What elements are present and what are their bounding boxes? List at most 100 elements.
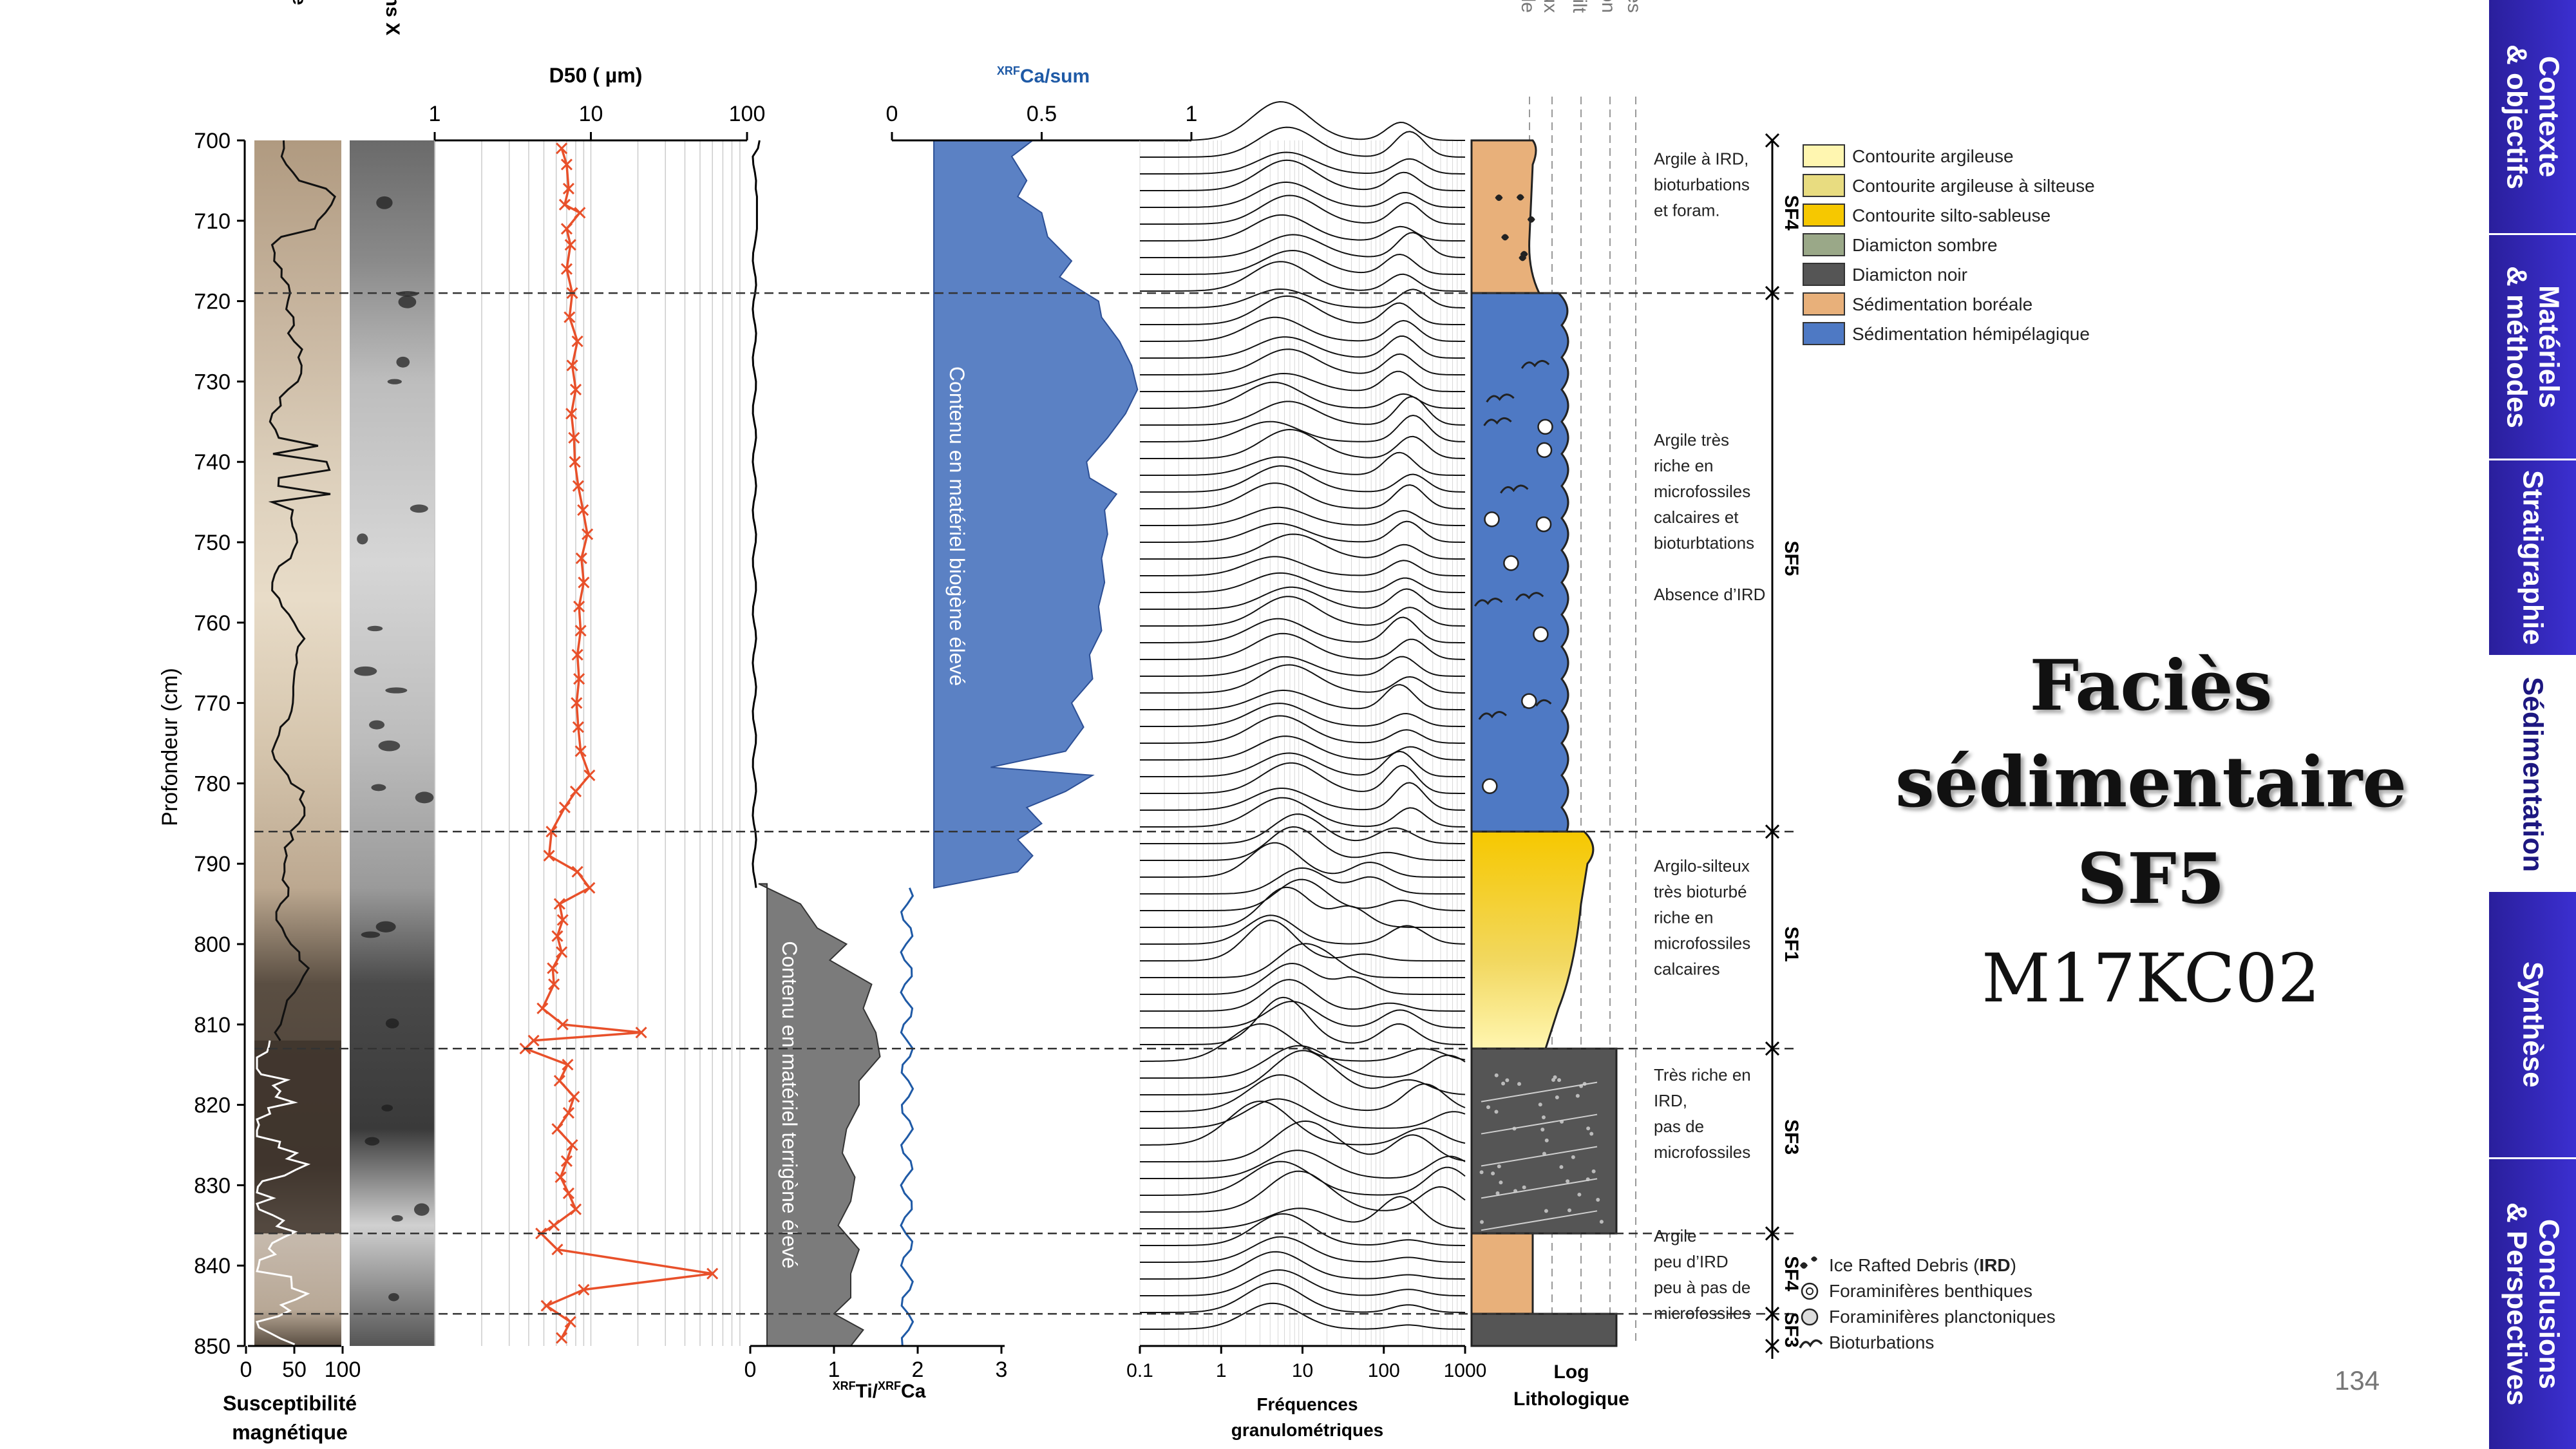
depth-tick-label: 740 xyxy=(194,450,231,475)
ti-ca-title: XRFTi/XRFCa xyxy=(833,1379,926,1402)
nav-tab-materiels[interactable]: Matériels & méthodes xyxy=(2489,235,2576,460)
xray-clast xyxy=(391,1215,403,1222)
legend-label: Diamicton sombre xyxy=(1852,235,1998,255)
log-sf4-lower xyxy=(1470,1232,1534,1315)
grain-class-label: Argilo-silteux xyxy=(1540,0,1561,13)
foram-benthic-symbol xyxy=(1536,442,1553,459)
d50-point xyxy=(578,1283,590,1296)
ca-sum-label: Ca/sum xyxy=(1020,66,1090,87)
ird-dot xyxy=(1540,1127,1545,1132)
facies-description-line: riche en xyxy=(1654,456,1714,475)
gs-curve xyxy=(1140,656,1465,677)
d50-point xyxy=(583,769,596,781)
bioturbation-legend-label: Bioturbations xyxy=(1829,1332,1934,1352)
gs-curve xyxy=(1140,1236,1465,1263)
ird-dot xyxy=(1566,1179,1570,1184)
foram-benthic-symbol xyxy=(1484,511,1500,527)
d50-point xyxy=(568,431,580,444)
gs-tick-label: 100 xyxy=(1368,1360,1400,1381)
title-line-3: SF5 xyxy=(2077,838,2225,920)
d50-point xyxy=(635,1027,647,1039)
legend-swatch xyxy=(1803,263,1845,286)
nav-label: Stratigraphie xyxy=(2517,470,2549,645)
xray-clast xyxy=(387,379,402,384)
ird-dot xyxy=(1575,1094,1580,1098)
ti-ca-tick-label: 1 xyxy=(828,1358,840,1382)
d50-point xyxy=(569,383,582,395)
gs-curve xyxy=(1140,572,1465,593)
ird-dot xyxy=(1553,1075,1557,1079)
d50-point xyxy=(560,1155,573,1168)
facies-description-line: microfossiles xyxy=(1654,1303,1750,1323)
ca-sum-tick-label: 0.5 xyxy=(1027,102,1057,126)
gs-title-1: Fréquences xyxy=(1256,1394,1358,1414)
gs-curve xyxy=(1139,1100,1466,1146)
nav-tab-stratigraphie[interactable]: Stratigraphie xyxy=(2489,460,2576,657)
xray-clast xyxy=(388,1293,399,1302)
ti-ca-line-upper xyxy=(752,140,761,888)
gs-title-2: granulométriques xyxy=(1231,1420,1383,1440)
legend-label: Sédimentation hémipélagique xyxy=(1852,324,2090,344)
ca-sum-fill xyxy=(933,140,1139,889)
ird-dot xyxy=(1541,1115,1546,1120)
depth-tick-label: 800 xyxy=(194,933,231,957)
legend-swatch xyxy=(1803,204,1845,227)
facies-description-line: bioturbtations xyxy=(1654,533,1754,553)
facies-interval-mark xyxy=(1765,1041,1780,1056)
d50-point xyxy=(545,826,558,838)
facies-description-line: peu d’IRD xyxy=(1654,1252,1728,1271)
d50-point xyxy=(551,1122,564,1135)
gs-curve xyxy=(1140,826,1465,861)
ird-symbol xyxy=(1520,251,1528,258)
sediment-core-figure: 700 710 720 730 740 750 760 770 780 790 800 810 820 8… xyxy=(158,0,2095,1449)
ird-dot xyxy=(1559,1165,1564,1170)
d50-point xyxy=(568,1091,580,1103)
foram-benthic-legend-icon-inner xyxy=(1806,1287,1814,1295)
d50-point xyxy=(556,914,569,926)
nav-tab-contexte[interactable]: Contexte & objectifs xyxy=(2489,0,2576,235)
nav-tab-conclusions[interactable]: Conclusions & Perspectives xyxy=(2489,1159,2576,1449)
gs-curve xyxy=(1140,979,1465,1012)
facies-label: SF3 xyxy=(1781,1312,1802,1348)
xray-clast xyxy=(376,196,393,209)
ird-dot xyxy=(1586,1126,1591,1131)
gs-curve xyxy=(1140,782,1466,811)
grain-class-label: Silt xyxy=(1569,0,1590,14)
d50-point xyxy=(571,335,583,348)
depth-axis-title: Profondeur (cm) xyxy=(158,668,182,826)
gs-tick-label: 10 xyxy=(1292,1360,1313,1381)
d50-point xyxy=(564,239,576,251)
d50-point xyxy=(536,1002,549,1014)
ti-ca-title-part: XRF xyxy=(833,1379,856,1392)
section-nav: Contexte & objectifs Matériels & méthode… xyxy=(2489,0,2576,1449)
ird-dot xyxy=(1599,1220,1604,1224)
depth-tick-label: 830 xyxy=(194,1173,231,1198)
foram-benthic-symbol xyxy=(1503,555,1519,571)
d50-point xyxy=(558,198,571,211)
d50-point xyxy=(571,649,583,661)
legend-label: Contourite argileuse xyxy=(1852,146,2014,166)
ca-sum-tick-label: 1 xyxy=(1186,102,1198,126)
d50-point xyxy=(569,1203,582,1215)
ird-legend-bold: IRD xyxy=(1979,1255,2010,1275)
gs-curve xyxy=(1140,414,1466,442)
xray-clast xyxy=(361,931,381,938)
nav-tab-sedimentation[interactable]: Sédimentation xyxy=(2489,657,2576,892)
d50-point xyxy=(543,849,555,862)
xray-clast xyxy=(367,625,383,632)
ird-dot xyxy=(1494,1073,1499,1077)
xray-clast xyxy=(396,356,410,368)
facies-label: SF4 xyxy=(1781,1256,1802,1291)
facies-description-line: très bioturbé xyxy=(1654,882,1747,902)
facies-label: SF3 xyxy=(1781,1119,1802,1155)
gs-curve xyxy=(1140,813,1465,844)
nav-tab-synthese[interactable]: Synthèse xyxy=(2489,892,2576,1159)
xray-clast xyxy=(381,1104,393,1112)
d50-point xyxy=(571,866,583,878)
d50-point xyxy=(706,1267,719,1280)
susceptibility-line-upper xyxy=(268,140,336,1041)
d50-point xyxy=(556,1332,568,1344)
ca-sum-line-lower xyxy=(900,887,914,1347)
ird-dot xyxy=(1591,1169,1596,1173)
facies-description-line: microfossiles xyxy=(1654,482,1750,501)
